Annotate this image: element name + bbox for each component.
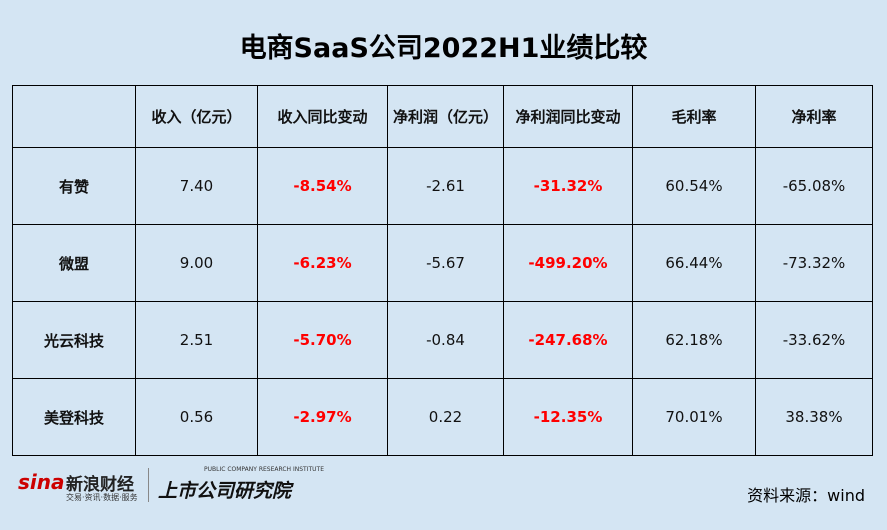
table: 收入（亿元） 收入同比变动 净利润（亿元） 净利润同比变动 毛利率 净利率 有赞 7.40 -8… [12, 85, 873, 456]
cell: -6.23% [257, 224, 388, 302]
cell: -2.61 [387, 147, 504, 225]
logo-text: 上市公司研究院 [158, 480, 292, 502]
header-cell: 收入（亿元） [135, 85, 258, 148]
cell: 38.38% [755, 378, 873, 456]
cell: 2.51 [135, 301, 258, 379]
cell: 7.40 [135, 147, 258, 225]
cell: -8.54% [257, 147, 388, 225]
logo-text: 新浪财经 [66, 475, 134, 495]
cell: -0.84 [387, 301, 504, 379]
cell: 70.01% [632, 378, 756, 456]
logo-tagline: 交易·资讯·数据·服务 [66, 493, 138, 502]
cell: 0.22 [387, 378, 504, 456]
table-row: 美登科技 0.56 -2.97% 0.22 -12.35% 70.01% 38.38% [12, 378, 873, 456]
cell: -5.67 [387, 224, 504, 302]
table-row: 微盟 9.00 -6.23% -5.67 -499.20% 66.44% -73.32% [12, 224, 873, 302]
cell: -33.62% [755, 301, 873, 379]
row-header: 微盟 [12, 224, 136, 302]
cell: -65.08% [755, 147, 873, 225]
cell: 0.56 [135, 378, 258, 456]
header-cell: 净利率 [755, 85, 873, 148]
cell: -5.70% [257, 301, 388, 379]
table-row: 有赞 7.40 -8.54% -2.61 -31.32% 60.54% -65.08% [12, 147, 873, 225]
row-header: 美登科技 [12, 378, 136, 456]
table-row: 光云科技 2.51 -5.70% -0.84 -247.68% 62.18% -33.62% [12, 301, 873, 379]
header-cell: 净利润同比变动 [503, 85, 633, 148]
cell: -499.20% [503, 224, 633, 302]
cell: 66.44% [632, 224, 756, 302]
cell: -247.68% [503, 301, 633, 379]
header-cell: 收入同比变动 [257, 85, 388, 148]
header-cell: 毛利率 [632, 85, 756, 148]
title: 电商SaaS公司2022H1业绩比较 [239, 33, 648, 64]
cell: -2.97% [257, 378, 388, 456]
header-cell: 净利润（亿元） [387, 85, 504, 148]
source: 资料来源：wind [747, 486, 865, 505]
cell: -73.32% [755, 224, 873, 302]
row-header: 有赞 [12, 147, 136, 225]
divider [148, 468, 149, 502]
logo-text: sina [18, 470, 65, 494]
row-header: 光云科技 [12, 301, 136, 379]
cell: 9.00 [135, 224, 258, 302]
footer-logo: sina 新浪财经 交易·资讯·数据·服务 上市公司研究院 PUBLIC COM… [18, 466, 338, 506]
cell: 62.18% [632, 301, 756, 379]
header-row: 收入（亿元） 收入同比变动 净利润（亿元） 净利润同比变动 毛利率 净利率 [12, 85, 873, 148]
logo-tagline: PUBLIC COMPANY RESEARCH INSTITUTE [204, 466, 324, 473]
header-cell [12, 85, 136, 148]
cell: -12.35% [503, 378, 633, 456]
cell: -31.32% [503, 147, 633, 225]
cell: 60.54% [632, 147, 756, 225]
